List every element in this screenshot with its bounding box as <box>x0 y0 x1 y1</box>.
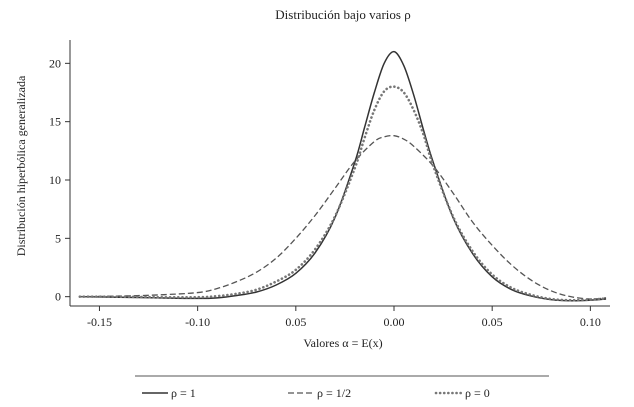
legend-label: ρ = 1/2 <box>317 386 351 400</box>
x-tick-label: 0.00 <box>384 315 405 329</box>
legend: ρ = 1 ρ = 1/2 ρ = 0 <box>142 386 490 400</box>
series-line-solid <box>79 50 607 302</box>
chart-title: Distribución bajo varios ρ <box>275 7 410 22</box>
x-tick-label: 0.10 <box>580 315 601 329</box>
series-group <box>78 50 608 302</box>
legend-label: ρ = 1 <box>171 386 196 400</box>
x-tick-label: 0.05 <box>482 315 503 329</box>
y-tick-label: 0 <box>55 290 61 304</box>
y-tick-label: 5 <box>55 231 61 245</box>
series-line-dashed <box>79 134 607 300</box>
y-tick-label: 20 <box>49 56 61 70</box>
series-line-dotted <box>78 85 608 302</box>
x-tick-label: -0.15 <box>87 315 112 329</box>
x-tick-label: 0.05 <box>285 315 306 329</box>
ticks: -0.15 -0.10 0.05 0.00 0.05 0.10 0 5 10 15 20 <box>49 56 601 329</box>
axes <box>69 40 610 307</box>
y-tick-label: 15 <box>49 115 61 129</box>
legend-label: ρ = 0 <box>465 386 490 400</box>
y-axis-label: Distribución hiperbólica generalizada <box>14 75 28 256</box>
x-tick-label: -0.10 <box>185 315 210 329</box>
y-tick-label: 10 <box>49 173 61 187</box>
x-axis-label: Valores α = E(x) <box>303 336 382 350</box>
